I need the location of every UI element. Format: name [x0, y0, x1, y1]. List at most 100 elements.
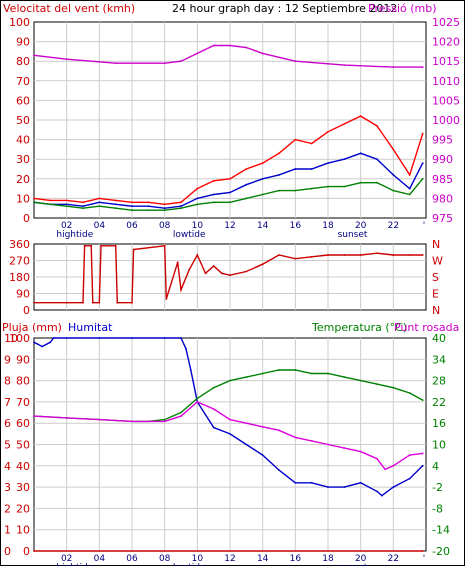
data-point — [220, 272, 223, 275]
y-tick-left: 100 — [9, 16, 30, 29]
data-point — [131, 209, 133, 212]
data-point — [163, 418, 166, 421]
y-tick-left: 90 — [16, 36, 30, 49]
data-point — [359, 181, 362, 184]
data-point — [65, 301, 68, 304]
data-point — [204, 272, 207, 275]
data-point — [229, 44, 231, 47]
data-point — [421, 177, 424, 180]
y-tick-left: 20 — [16, 173, 30, 186]
data-point — [91, 301, 94, 304]
data-point — [90, 244, 93, 247]
rain-tick: 1 — [4, 524, 11, 537]
data-point — [261, 425, 264, 428]
y-tick-right: 10 — [432, 439, 446, 452]
data-point — [310, 372, 313, 375]
y-tick-left: 90 — [16, 353, 30, 366]
data-point — [384, 468, 387, 471]
data-point — [376, 125, 378, 127]
data-point — [421, 162, 424, 165]
rain-axis-title: Pluja (mm) — [2, 321, 62, 334]
data-point — [114, 203, 117, 206]
data-point — [376, 158, 378, 161]
x-tick: 06 — [126, 221, 138, 231]
data-point — [131, 301, 133, 304]
data-point — [278, 369, 280, 371]
data-point — [392, 464, 395, 467]
data-point — [82, 205, 84, 208]
data-point — [229, 201, 231, 204]
data-point — [376, 457, 378, 460]
data-point — [147, 209, 150, 212]
data-point — [98, 197, 101, 200]
data-point — [212, 44, 215, 47]
x-tick: 16 — [290, 554, 302, 564]
x-tick: 12 — [224, 221, 235, 231]
tide-marker-label: sunset — [338, 563, 368, 566]
data-point — [392, 486, 395, 488]
data-point — [310, 187, 313, 190]
data-point — [278, 429, 280, 432]
data-point — [147, 201, 150, 204]
data-point — [41, 345, 44, 348]
data-point — [294, 60, 297, 63]
rain-tick: 8 — [4, 375, 11, 388]
data-point — [83, 244, 86, 247]
data-point — [294, 138, 297, 141]
data-point — [261, 263, 264, 266]
data-point — [98, 301, 101, 304]
y-tick-left: 40 — [16, 134, 30, 147]
data-point — [98, 337, 101, 339]
data-point — [180, 207, 182, 210]
y-tick-right: -8 — [432, 502, 443, 515]
series-line — [34, 245, 423, 304]
data-point — [180, 337, 182, 339]
data-point — [392, 254, 395, 256]
y-tick-right: 980 — [432, 192, 453, 205]
data-point — [327, 185, 329, 188]
y-tick-right: 16 — [432, 417, 446, 430]
x-tick: 20 — [355, 554, 367, 564]
data-point — [278, 469, 280, 471]
x-tick: 04 — [94, 554, 106, 564]
data-point — [229, 177, 231, 180]
data-point — [196, 254, 199, 256]
data-point — [261, 177, 264, 180]
data-point — [229, 379, 231, 382]
x-tick: 14 — [257, 554, 269, 564]
x-tick: 06 — [126, 554, 138, 564]
data-point — [310, 168, 313, 170]
data-point — [261, 454, 264, 456]
data-point — [343, 486, 346, 488]
data-point — [180, 60, 182, 63]
x-tick: 12 — [224, 554, 235, 564]
data-point — [163, 420, 166, 423]
data-point — [408, 174, 411, 176]
y-tick-right: 1025 — [432, 16, 460, 29]
data-point — [49, 203, 52, 206]
y-tick-left: 30 — [16, 153, 30, 166]
data-point — [359, 379, 362, 382]
data-point — [343, 64, 346, 66]
data-point — [343, 376, 346, 378]
data-point — [376, 252, 378, 255]
data-point — [98, 418, 101, 421]
tide-marker-label: hightide — [56, 230, 93, 240]
data-point — [310, 142, 313, 145]
x-tick: 10 — [192, 554, 204, 564]
data-point — [114, 199, 117, 202]
data-point — [65, 337, 68, 339]
data-point — [33, 550, 35, 552]
y-tick-left: 60 — [16, 94, 30, 107]
rain-tick: 0 — [4, 545, 11, 558]
y-tick-left: 0 — [23, 212, 30, 225]
y-tick-left: 180 — [9, 271, 30, 284]
data-point — [196, 401, 199, 403]
data-point — [185, 347, 187, 350]
rain-tick: 6 — [4, 417, 11, 430]
data-point — [65, 417, 68, 419]
data-point — [98, 205, 101, 208]
y-tick-left: 80 — [16, 55, 30, 68]
data-point — [65, 205, 68, 208]
y-tick-right: N — [432, 238, 440, 251]
